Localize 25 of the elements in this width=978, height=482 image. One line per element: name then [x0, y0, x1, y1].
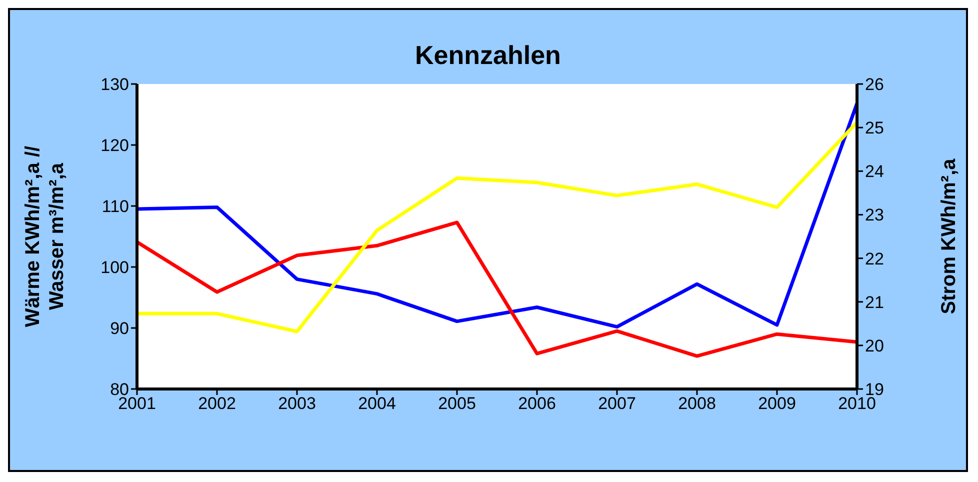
x-tick-label: 2007 [598, 394, 636, 414]
x-tick-label: 2002 [198, 394, 236, 414]
y-axis-title: Wärme KWh/m²,a // Wasser m³/m²,a [22, 145, 68, 328]
y2-tick-label: 24 [865, 162, 884, 182]
y-tick-label: 130 [100, 75, 129, 94]
y2-tick-label: 26 [865, 75, 884, 94]
y-tick-label: 110 [102, 197, 129, 216]
x-tick-label: 2004 [358, 394, 396, 414]
y2-tick-label: 21 [865, 292, 884, 312]
x-tick-label: 2003 [278, 394, 316, 414]
x-tick-label: 2008 [678, 394, 716, 414]
x-tick-label: 2006 [518, 394, 556, 414]
x-tick-label: 2009 [758, 394, 796, 414]
y-tick-label: 90 [110, 319, 129, 338]
x-tick-label: 2010 [838, 394, 876, 414]
y2-tick-label: 25 [865, 118, 884, 138]
y2-axis-title: Strom KWh/m²,a [938, 158, 960, 314]
y-tick-label: 100 [100, 258, 129, 278]
y2-tick-label: 22 [865, 249, 884, 268]
y-tick-label: 120 [100, 136, 129, 156]
y2-tick-label: 20 [865, 336, 884, 356]
x-tick-label: 2001 [118, 394, 156, 414]
x-tick-label: 2005 [438, 394, 476, 414]
chart-title: Kennzahlen [414, 40, 562, 71]
y2-tick-label: 23 [865, 206, 884, 225]
